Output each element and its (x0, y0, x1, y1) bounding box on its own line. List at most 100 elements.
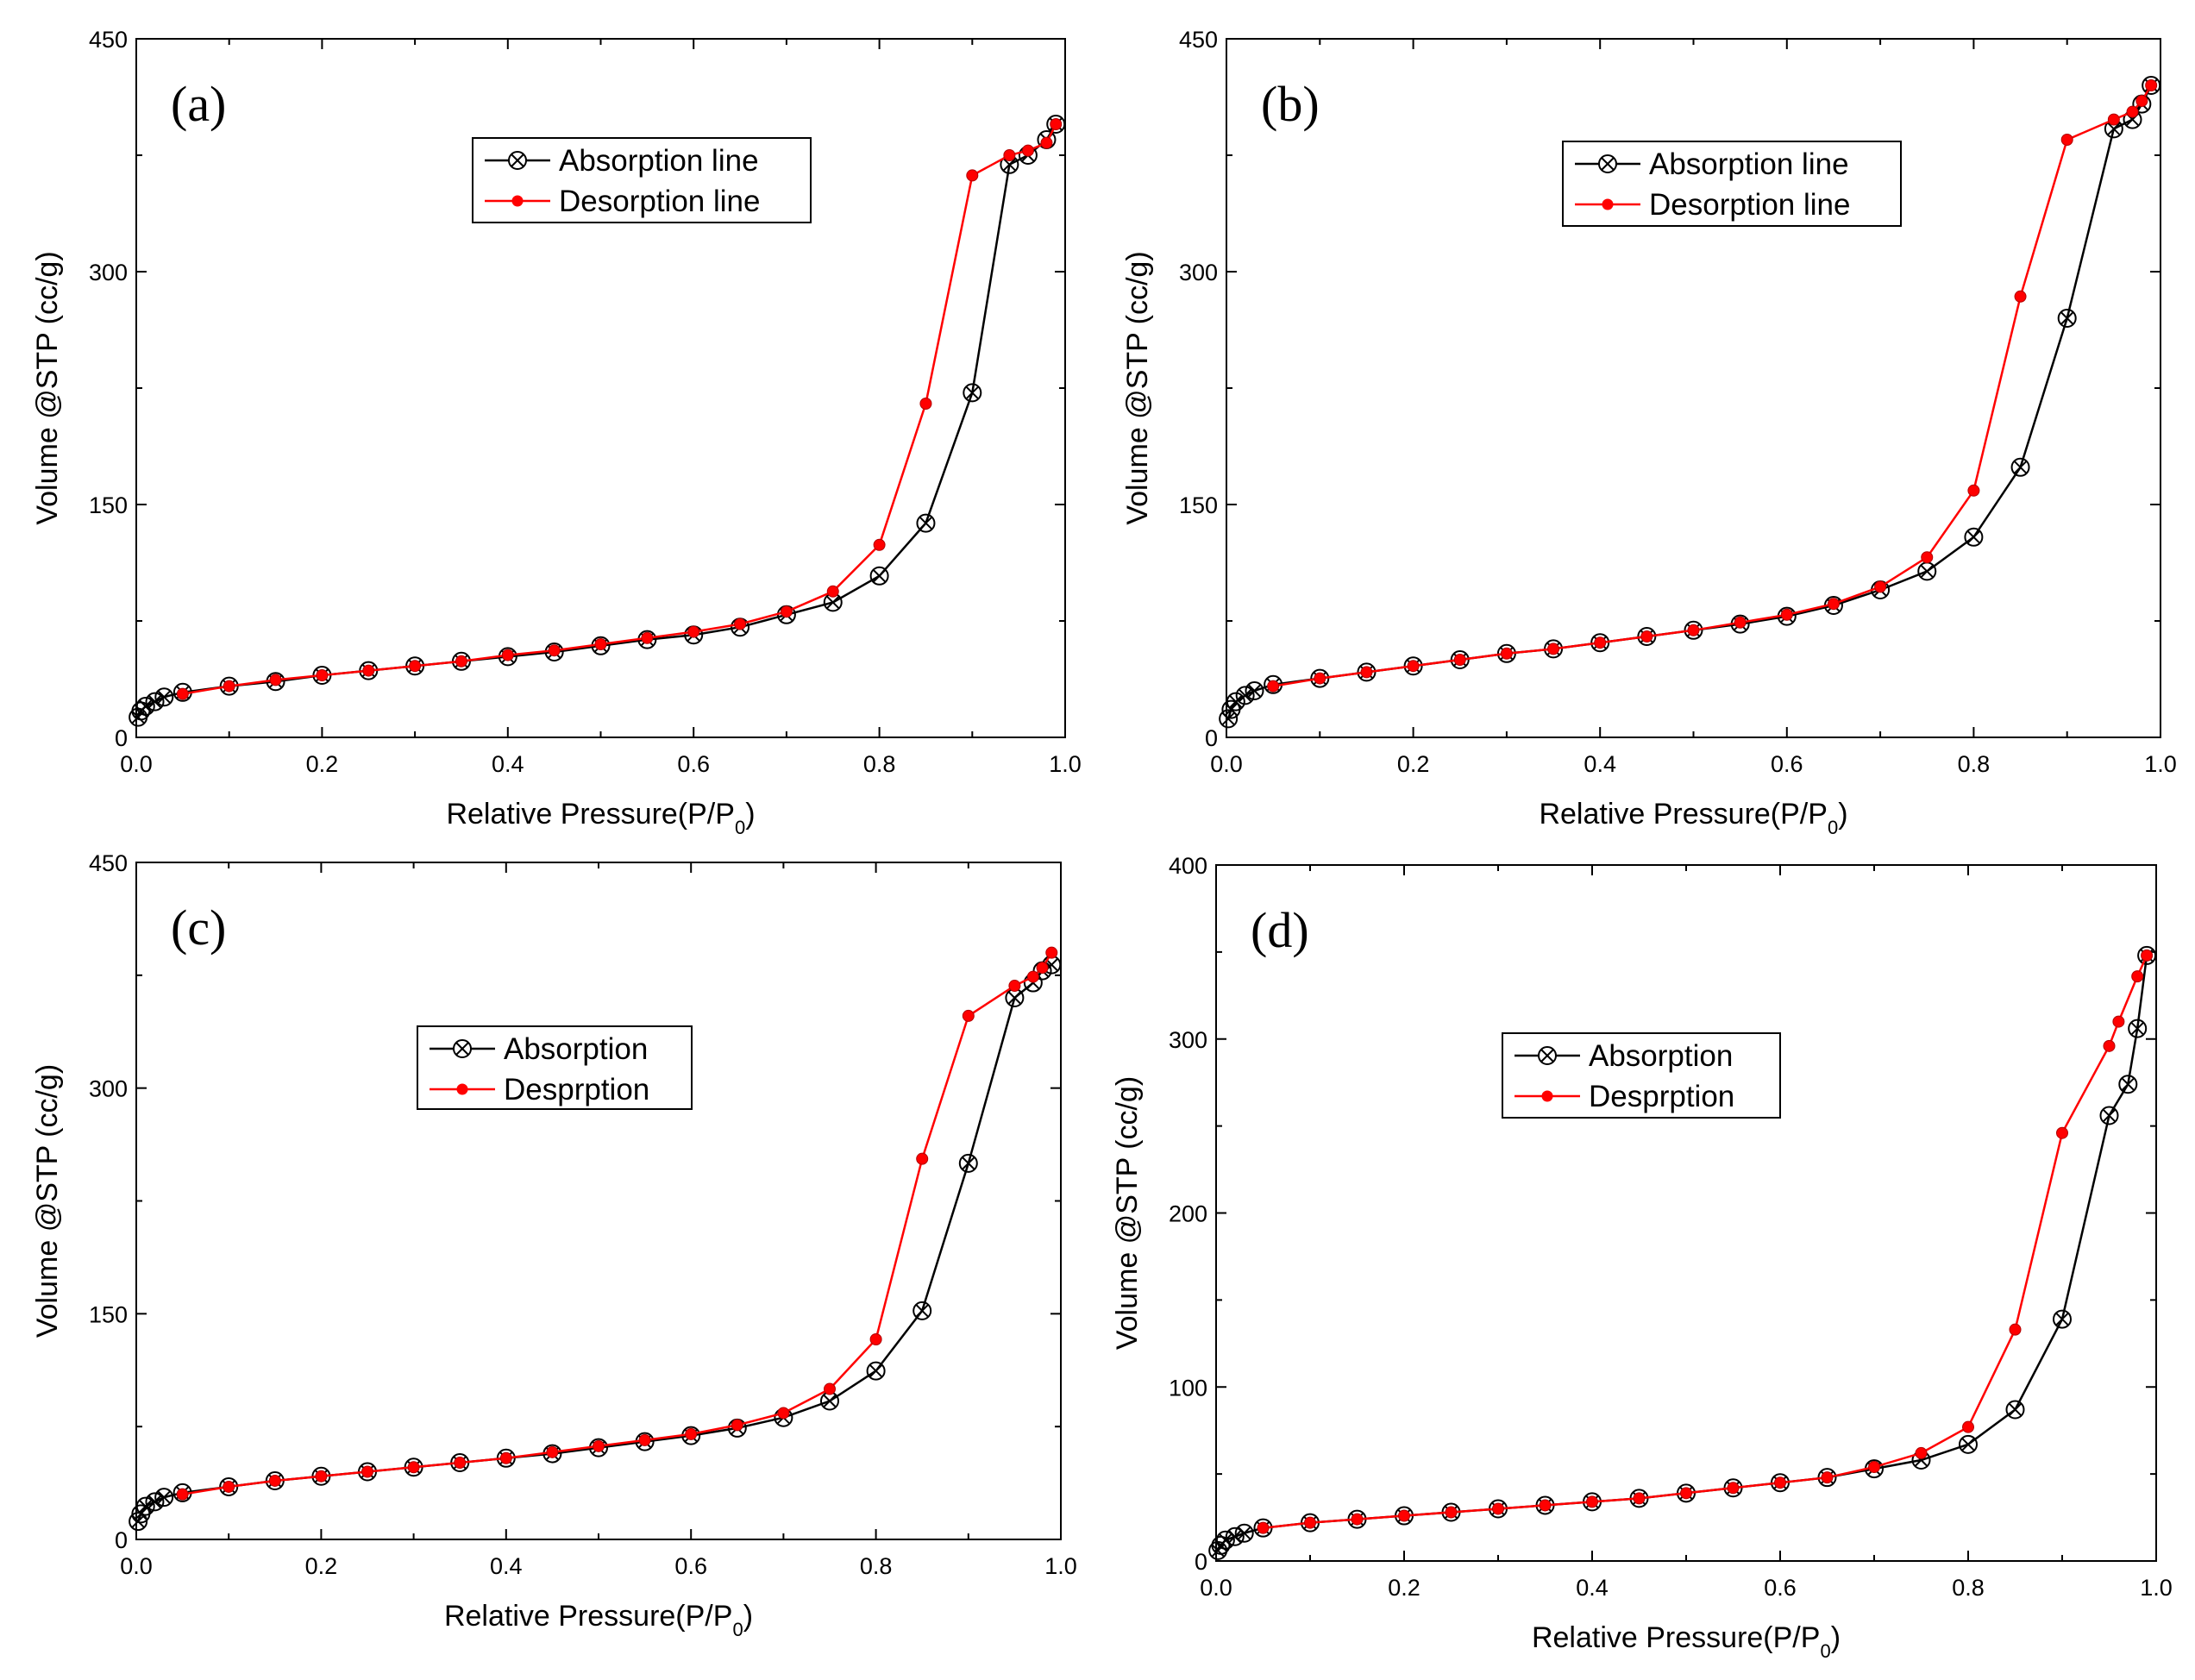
x-tick-label: 0.2 (305, 1553, 338, 1579)
y-tick-label: 300 (1179, 260, 1218, 285)
marker-circle (912, 1301, 932, 1320)
data-point (1314, 672, 1326, 685)
data-point (641, 631, 654, 644)
legend-marker-cross (1601, 157, 1615, 171)
legend-label: Absorption (504, 1032, 648, 1066)
x-tick-label: 0.4 (492, 751, 524, 777)
marker-circle (135, 1496, 155, 1516)
marker-cross (1228, 1530, 1242, 1544)
y-axis-title: Volume @STP (cc/g) (31, 1064, 64, 1338)
y-tick-label: 400 (1169, 853, 1207, 879)
legend-label: Desorption line (559, 185, 760, 218)
marker-cross (823, 1394, 837, 1408)
data-point (1003, 149, 1016, 161)
x-axis-title: Relative Pressure(P/P0) (1539, 798, 1847, 838)
y-tick-label: 0 (1205, 725, 1218, 751)
marker-cross (139, 1499, 153, 1514)
marker-circle (958, 1153, 978, 1173)
series-desorption (176, 118, 1063, 700)
data-point (135, 697, 155, 716)
x-tick-label: 0.8 (1952, 1575, 1985, 1601)
x-tick-label: 0.4 (1576, 1575, 1609, 1601)
data-point (2103, 1039, 2116, 1052)
data-point (1407, 660, 1420, 673)
marker-cross (2107, 122, 2121, 136)
marker-cross (919, 516, 933, 530)
x-axis-title: Relative Pressure(P/P0) (446, 798, 755, 838)
data-point (1492, 1502, 1504, 1515)
marker-cross (1237, 1526, 1251, 1540)
data-point (2056, 1126, 2068, 1139)
legend: Absorption line Desorption line (1562, 141, 1902, 227)
x-axis-title-end: ) (745, 798, 755, 831)
data-point (154, 1488, 174, 1508)
panel-label: (c) (171, 900, 226, 956)
legend-marker (1602, 198, 1614, 210)
legend-label: Desprption (1589, 1080, 1734, 1113)
legend-item: Desorption line (1575, 188, 1850, 222)
x-tick-label: 1.0 (1049, 751, 1082, 777)
data-point (638, 1433, 651, 1446)
marker-circle (154, 1488, 174, 1508)
x-tick-label: 0.6 (677, 751, 710, 777)
x-tick-label: 0.4 (490, 1553, 523, 1579)
marker-cross (869, 1363, 883, 1378)
data-point (269, 674, 282, 686)
marker-circle (1310, 668, 1330, 688)
marker-circle (1215, 1530, 1235, 1550)
x-tick-label: 1.0 (2144, 751, 2177, 777)
marker-circle (1964, 527, 1984, 547)
panel-label: (b) (1261, 76, 1320, 132)
legend-item: Desprption (1515, 1080, 1734, 1113)
x-tick-label: 1.0 (2140, 1575, 2173, 1601)
data-point (1021, 144, 1034, 157)
data-point (1245, 681, 1264, 700)
data-point (963, 383, 982, 403)
marker-circle (1226, 692, 1245, 711)
data-point (1036, 962, 1049, 975)
data-point (2145, 79, 2158, 91)
data-point (2057, 309, 2077, 328)
marker-circle (1046, 115, 1066, 134)
x-axis-title-main: Relative Pressure(P/P (1532, 1621, 1820, 1654)
series-line (182, 123, 1057, 695)
y-tick-label: 450 (89, 850, 128, 876)
data-point (409, 660, 422, 673)
data-point (731, 1419, 743, 1432)
marker-cross (2008, 1402, 2023, 1417)
marker-circle (1637, 627, 1657, 646)
x-axis-title-end: ) (1831, 1621, 1841, 1654)
marker-circle (1357, 662, 1377, 682)
marker-circle (2128, 1019, 2148, 1038)
marker-circle (1219, 709, 1239, 729)
data-point (1680, 1487, 1692, 1500)
data-point (687, 625, 700, 638)
data-point (499, 1451, 512, 1464)
y-tick-label: 0 (1195, 1549, 1207, 1575)
y-axis-title: Volume @STP (cc/g) (1111, 1076, 1144, 1350)
data-point (145, 1492, 165, 1512)
data-point (2128, 1019, 2148, 1038)
data-point (1774, 1476, 1786, 1489)
series-line (1263, 955, 2148, 1529)
x-axis-title-main: Relative Pressure(P/P (444, 1600, 732, 1633)
data-point (2112, 1015, 2125, 1028)
marker-circle (145, 1492, 165, 1512)
data-point (1547, 643, 1560, 655)
data-point (455, 655, 467, 668)
data-point (869, 566, 889, 586)
marker-circle (1959, 1434, 1978, 1454)
x-axis-title-main: Relative Pressure(P/P (1539, 798, 1827, 831)
data-point (2135, 95, 2148, 107)
data-point (593, 1439, 605, 1452)
data-point (501, 649, 514, 661)
x-tick-label: 0.8 (1958, 751, 1991, 777)
legend-item: Absorption (1515, 1039, 1733, 1073)
panel-label: (a) (171, 76, 226, 132)
marker-cross (1920, 564, 1934, 579)
legend: Absorption Desprption (417, 1025, 693, 1110)
data-point (2014, 290, 2027, 303)
x-axis-title-subscript: 0 (1828, 817, 1838, 838)
data-point (1360, 666, 1373, 679)
marker-circle (1403, 656, 1423, 676)
